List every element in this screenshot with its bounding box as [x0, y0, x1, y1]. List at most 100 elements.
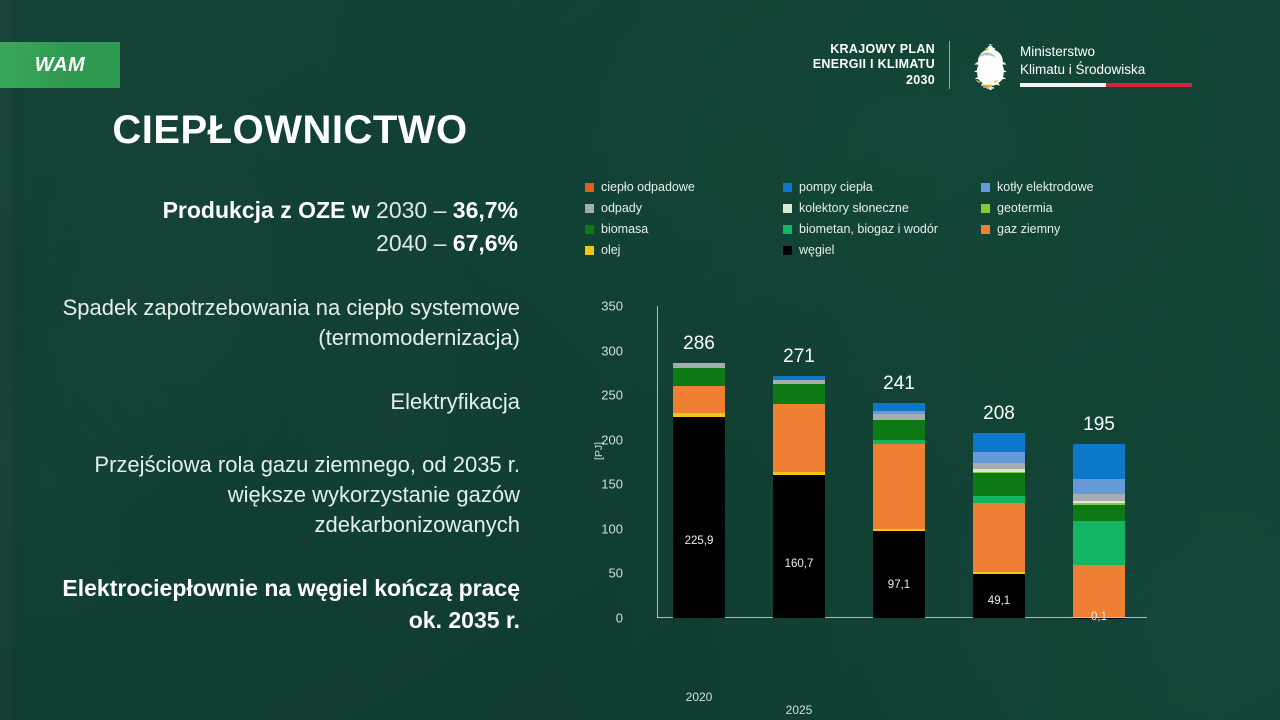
stacked-bar[interactable]: 97,1 [873, 403, 925, 618]
y-axis-tick-label: 300 [601, 343, 623, 359]
stacked-bar[interactable]: 225,9 [673, 363, 725, 618]
legend-item[interactable]: odpady [585, 201, 783, 215]
chart-bar-column[interactable]: 0,11952040 [1073, 414, 1125, 623]
legend-swatch-icon [981, 182, 990, 192]
bar-segment[interactable] [1073, 479, 1125, 494]
chart-plot-area: [PJ] 0 50 100 150 200 250 300 350 225,9 286 2020 16… [585, 298, 1185, 717]
legend-label: kolektory słoneczne [799, 201, 909, 215]
legend-label: węgiel [799, 243, 835, 257]
bar-segment[interactable] [973, 503, 1025, 572]
bar-segment[interactable] [873, 420, 925, 440]
bar-segment[interactable] [1073, 564, 1125, 617]
legend-item[interactable]: biometan, biogaz i wodór [783, 222, 981, 236]
bar-segment[interactable] [973, 432, 1025, 453]
bar-segment[interactable] [773, 471, 825, 475]
bar-segment[interactable] [1073, 503, 1125, 506]
bar-segment[interactable] [673, 412, 725, 417]
bullet-heat-demand: Spadek zapotrzebowania na ciepło systemo… [62, 295, 520, 350]
bar-segment[interactable] [873, 411, 925, 414]
bar-segment-value-label: 225,9 [684, 535, 714, 548]
oze-stat-value-2030: 36,7% [452, 197, 518, 223]
bar-segment-value-label: 160,7 [784, 557, 814, 570]
bar-segment[interactable]: 0,1 [1073, 611, 1125, 623]
bar-total-label: 195 [1083, 414, 1115, 436]
bar-segment[interactable] [973, 471, 1025, 474]
bar-segment[interactable] [973, 473, 1025, 497]
chart-bar-column[interactable]: 225,9 286 2020 [673, 333, 725, 704]
bar-segment[interactable] [773, 403, 825, 472]
chart-bar-column[interactable]: 97,12412030 [873, 373, 925, 618]
bar-segment[interactable] [673, 385, 725, 413]
bar-segment[interactable] [973, 462, 1025, 470]
oze-stat-dash-1: – [427, 197, 453, 223]
bar-segment[interactable] [973, 571, 1025, 575]
bar-segment[interactable] [1073, 500, 1125, 504]
legend-label: gaz ziemny [997, 222, 1061, 236]
wam-logo-text: WAM [34, 53, 86, 76]
stacked-bar[interactable]: 160,7 [773, 376, 825, 618]
oze-stat-dash-2: – [427, 229, 453, 256]
y-axis-tick-label: 50 [608, 565, 623, 581]
oze-stat-year-2030: 2030 [376, 197, 428, 223]
legend-item[interactable]: biomasa [585, 222, 783, 236]
chart-bar-column[interactable]: 49,12082035 [973, 403, 1025, 618]
y-axis-tick-label: 350 [601, 298, 623, 314]
legend-item[interactable]: kotły elektrodowe [981, 180, 1171, 194]
bar-segment[interactable] [1073, 444, 1125, 480]
page-title: CIEPŁOWNICTWO [112, 108, 468, 152]
legend-item[interactable]: gaz ziemny [981, 222, 1171, 236]
legend-label: biometan, biogaz i wodór [799, 222, 938, 236]
bar-segment[interactable]: 225,9 [673, 416, 725, 618]
stacked-bar[interactable]: 49,1 [973, 432, 1025, 618]
bar-segment[interactable] [873, 403, 925, 412]
legend-item[interactable]: kolektory słoneczne [783, 201, 981, 215]
bullet-electrification: Elektryfikacja [390, 388, 520, 414]
bullet-coal-phaseout: Elektrociepłownie na węgiel kończą pracę… [62, 575, 520, 634]
bar-segment[interactable]: 49,1 [973, 574, 1025, 618]
oze-stat-prefix: Produkcja z OZE w [162, 197, 377, 223]
bar-segment-value-label: 97,1 [887, 579, 911, 592]
legend-swatch-icon [981, 203, 990, 213]
bar-segment[interactable] [873, 413, 925, 420]
flag-white-stripe [1020, 82, 1106, 87]
y-axis-tick-label: 250 [601, 387, 623, 403]
legend-swatch-icon [585, 245, 594, 255]
content-left-column: CIEPŁOWNICTWO Produkcja z OZE w 2030 – 3… [60, 108, 520, 637]
bar-segment[interactable]: 97,1 [873, 531, 925, 618]
x-axis-tick-label: 2025 [785, 703, 813, 718]
legend-swatch-icon [585, 182, 594, 192]
bar-segment[interactable] [773, 376, 825, 380]
stacked-bar[interactable]: 0,1 [1073, 444, 1125, 623]
bar-segment[interactable] [873, 444, 925, 529]
bar-segment[interactable] [1073, 521, 1125, 565]
bar-segment[interactable] [1073, 493, 1125, 501]
legend-item[interactable]: olej [585, 243, 783, 257]
kpeik-title: KRAJOWY PLAN ENERGII I KLIMATU 2030 [813, 42, 935, 88]
bar-segment[interactable] [1073, 616, 1125, 618]
chart-bar-column[interactable]: 160,7 271 2025 [773, 346, 825, 717]
y-axis-tick-label: 150 [601, 476, 623, 492]
polish-eagle-icon [974, 44, 1007, 90]
legend-item[interactable]: ciepło odpadowe [585, 180, 783, 194]
bar-segment[interactable] [973, 469, 1025, 472]
header-divider [949, 41, 950, 89]
bar-total-label: 208 [983, 402, 1015, 424]
legend-label: geotermia [997, 201, 1053, 215]
legend-item[interactable]: geotermia [981, 201, 1171, 215]
kpeik-line-1: KRAJOWY PLAN [830, 42, 935, 57]
bar-segment[interactable] [773, 384, 825, 404]
bar-segment[interactable]: 160,7 [773, 474, 825, 618]
kpeik-line-2: ENERGII I KLIMATU [812, 57, 935, 72]
legend-item[interactable]: węgiel [783, 243, 981, 257]
bar-segment[interactable] [973, 496, 1025, 504]
bar-segment[interactable] [773, 379, 825, 385]
bar-segment[interactable] [873, 528, 925, 532]
bar-segment[interactable] [973, 452, 1025, 463]
legend-item[interactable]: pompy ciepła [783, 180, 981, 194]
bar-segment[interactable] [673, 363, 725, 369]
oze-stat-block: Produkcja z OZE w 2030 – 36,7% 2040 – 67… [60, 194, 520, 259]
bar-segment[interactable] [1073, 505, 1125, 522]
bar-segment[interactable] [873, 439, 925, 445]
legend-swatch-icon [585, 203, 594, 213]
bar-segment[interactable] [673, 368, 725, 386]
